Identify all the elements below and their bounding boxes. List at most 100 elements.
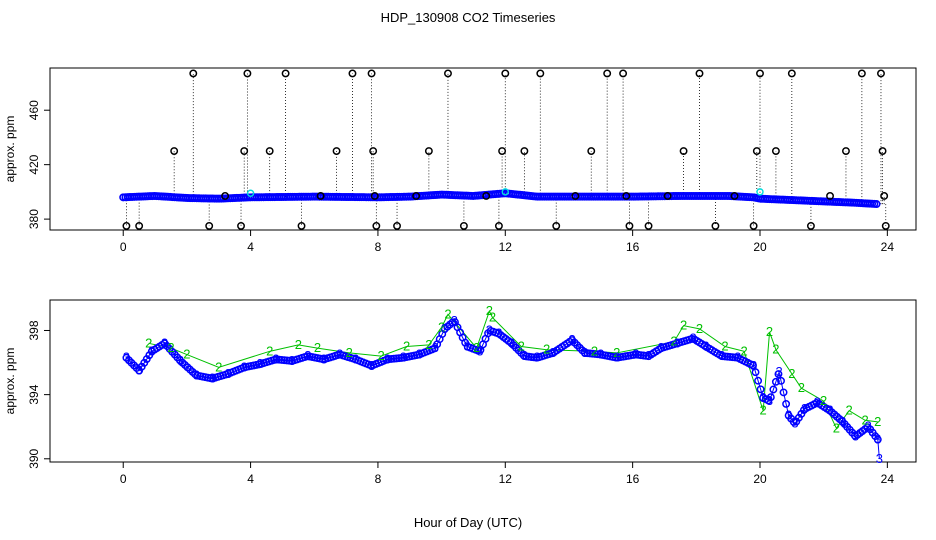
series-3-point-label: 3 [549,345,556,360]
series-3-point-label: 3 [463,339,470,354]
bottom-x-tick-label: 16 [626,472,640,486]
outlier-point [237,221,245,230]
bottom-x-tick-label: 4 [247,472,254,486]
series-3-point-label: 3 [432,340,439,355]
series-2-point-label: 2 [489,310,496,325]
series-3-marker [771,377,780,386]
series-2-point-label: 2 [846,403,853,418]
outlier-point [571,192,580,200]
outlier-point [297,221,306,230]
bottom-y-axis-label: approx. ppm [3,348,17,415]
bottom-panel-frame [49,299,917,463]
top-panel: 0 4 8 12 16 20 24 380 420 460 approx. ppm [3,67,917,254]
series-2-point-label: 2 [518,339,525,354]
outlier-point [370,192,379,200]
top-x-tick-label: 0 [120,240,127,254]
series-2-point-label: 2 [183,347,190,362]
series-3-point-label: 3 [760,390,767,405]
bottom-x-tick-label: 0 [120,472,127,486]
top-x-tick-label: 20 [753,240,767,254]
series-2-point-label: 2 [820,393,827,408]
bottom-y-axis: 390 394 398 [27,320,50,469]
top-panel-frame [49,67,917,231]
series-2-point-label: 2 [861,412,868,427]
series-2-point-label: 2 [295,337,302,352]
outlier-point [752,147,761,155]
series-3-point-label: 3 [775,364,782,379]
series-3-point-label: 3 [136,363,143,378]
outlier-point [587,147,596,155]
series-3-point-label: 3 [304,348,311,363]
series-3-point-label: 3 [702,339,709,354]
outlier-point [205,221,214,230]
top-baseline-series [119,188,881,209]
series-3-marker [769,385,778,394]
outlier-point [826,192,834,200]
outlier-point [679,147,688,155]
series-2-point-label: 2 [444,306,451,321]
outlier-point [189,69,198,78]
series-3-point-label: 3 [791,416,798,431]
series-3-point-label: 3 [400,350,407,365]
series-3-marker [779,388,788,397]
top-y-tick-label: 380 [27,209,41,229]
outlier-point [393,221,401,230]
series-3-point-label: 3 [193,367,200,382]
outlier-point [243,69,252,78]
top-y-axis: 380 420 460 [27,100,50,229]
series-2-point-label: 2 [613,345,620,360]
outlier-point [424,147,433,155]
series-3-point-label: 3 [241,359,248,374]
series-2-point-label: 2 [425,337,432,352]
outlier-point [644,221,653,230]
series-2-point-label: 2 [760,403,767,418]
series-3-point-label: 3 [451,313,458,328]
outlier-point [372,221,381,230]
series-3-point-label: 3 [320,351,327,366]
top-y-axis-label: approx. ppm [3,116,17,183]
bottom-y-tick-label: 398 [27,320,41,340]
series-3-marker [756,385,765,394]
series-3-point-label: 3 [416,347,423,362]
outlier-point [603,69,612,78]
series-3-point-label: 3 [766,393,773,408]
series-2-point-label: 2 [772,342,779,357]
series-3-point-label: 3 [874,432,881,447]
series-3-point-label: 3 [785,407,792,422]
series-2-point-label: 2 [167,340,174,355]
top-spike-lines [126,73,887,226]
top-x-tick-label: 24 [881,240,895,254]
outlier-point [619,69,628,78]
series-3-point-label: 3 [148,343,155,358]
series-3-point-label: 3 [368,358,375,373]
series-2-point-label: 2 [266,343,273,358]
series-3-point-label: 3 [209,371,216,386]
highlight-point [246,189,255,197]
series-3-point-label: 3 [597,347,604,362]
series-3-point-label: 3 [801,401,808,416]
series-2-point-label: 2 [670,334,677,349]
series-3-point-label: 3 [521,348,528,363]
baseline-point [872,200,881,209]
series-2-line [148,309,878,430]
outlier-point [878,147,887,155]
series-3-point-label: 3 [177,353,184,368]
series-2-point-label: 2 [874,414,881,429]
series-2-point-label: 2 [543,342,550,357]
series-2-point-label: 2 [766,324,773,339]
outlier-point [756,69,764,78]
outlier-point [316,192,325,200]
series-2-point-label: 2 [696,321,703,336]
series-3-point-label: 3 [123,350,130,365]
x-axis-label: Hour of Day (UTC) [414,515,522,530]
outlier-point [240,147,249,155]
bottom-y-tick-label: 394 [27,384,41,404]
series-3-marker [777,376,785,385]
series-3-point-label: 3 [674,335,681,350]
highlight-point [501,188,509,196]
outlier-point [265,147,274,155]
series-3-point-label: 3 [257,356,264,371]
